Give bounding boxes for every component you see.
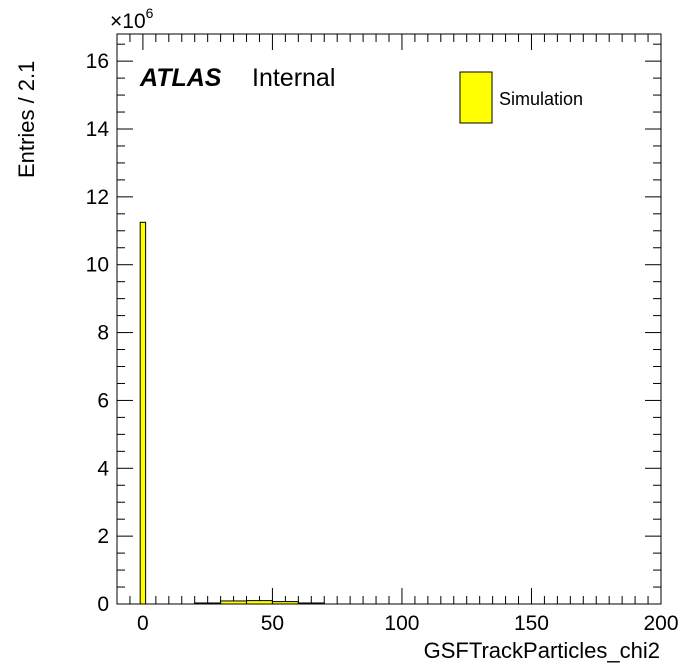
plot-frame: [116, 33, 662, 605]
y-tick-label-7: 14: [86, 118, 110, 141]
x-tick-label-4: 200: [643, 612, 678, 635]
atlas-label: ATLAS: [139, 64, 222, 92]
y-axis-ticks: [117, 43, 661, 605]
y-tick-label-0: 0: [97, 593, 109, 616]
y-axis-tick-labels: 0 2 4 6 8 10 12 14 16: [86, 50, 110, 616]
x-tick-label-0: 0: [137, 612, 149, 635]
legend-entry-simulation: Simulation: [499, 89, 583, 109]
y-tick-label-8: 16: [86, 50, 109, 73]
y-tick-label-4: 8: [97, 322, 109, 345]
x-tick-label-1: 50: [261, 612, 284, 635]
y-tick-label-2: 4: [97, 457, 109, 480]
x-axis-tick-labels: 0 50 100 150 200: [137, 612, 678, 635]
y-axis-title: Entries / 2.1: [14, 61, 39, 178]
y-tick-label-1: 2: [97, 525, 109, 548]
x-tick-label-3: 150: [514, 612, 549, 635]
x-tick-label-2: 100: [384, 612, 419, 635]
x-axis-title: GSFTrackParticles_chi2: [424, 638, 660, 663]
histogram-bar-0: [139, 221, 147, 605]
y-tick-label-5: 10: [86, 254, 109, 277]
x-axis-ticks: [116, 34, 662, 604]
y-tick-label-6: 12: [86, 186, 109, 209]
histogram-bar-3: [246, 600, 273, 605]
histogram-bars: [139, 221, 325, 605]
y-scale-factor: ×106: [110, 5, 154, 33]
y-tick-label-3: 6: [97, 389, 109, 412]
atlas-internal-label: Internal: [252, 64, 335, 92]
legend-swatch: [459, 71, 493, 124]
